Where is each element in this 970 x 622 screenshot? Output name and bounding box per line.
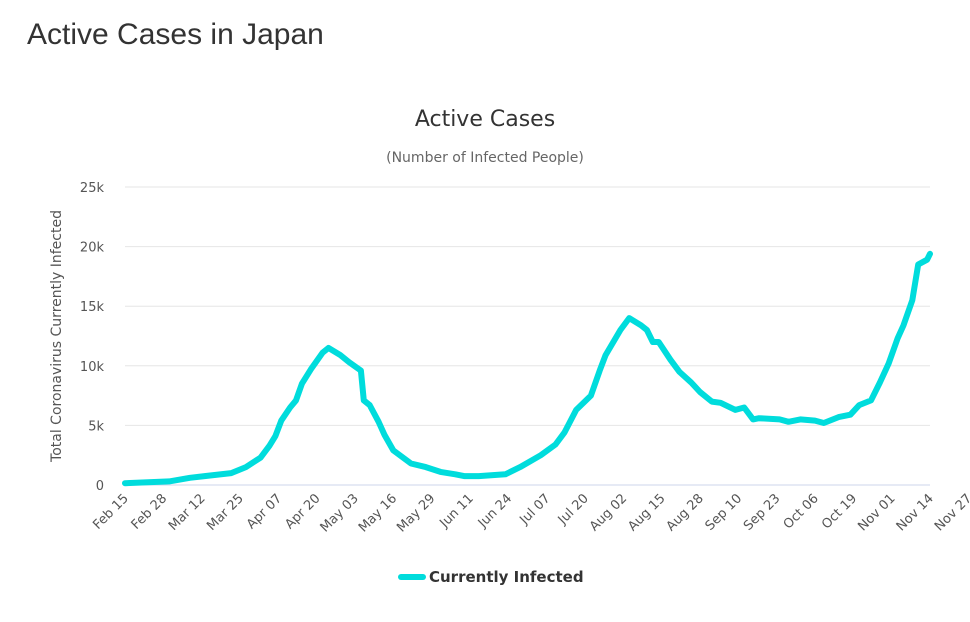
x-tick-label: Aug 15 <box>625 491 668 534</box>
x-tick-label: Sep 23 <box>741 491 784 534</box>
x-tick-label: Apr 07 <box>244 491 285 532</box>
x-tick-label: May 29 <box>394 491 438 535</box>
page-title: Active Cases in Japan <box>27 18 324 51</box>
x-tick-label: Nov 14 <box>894 491 937 534</box>
y-tick-label: 10k <box>80 360 105 375</box>
chart-subtitle: (Number of Infected People) <box>386 150 584 166</box>
x-tick-label: May 16 <box>356 491 400 535</box>
x-tick-label: Nov 27 <box>932 491 970 534</box>
y-tick-label: 15k <box>80 300 105 315</box>
x-tick-label: Jun 11 <box>437 491 477 531</box>
x-tick-label: Oct 06 <box>781 491 822 532</box>
legend[interactable]: Currently Infected <box>398 568 584 586</box>
x-tick-label: Jul 20 <box>555 491 592 528</box>
x-tick-label: Oct 19 <box>819 491 860 532</box>
y-tick-label: 0 <box>96 479 104 494</box>
y-tick-label: 5k <box>88 419 104 434</box>
x-tick-label: Apr 20 <box>282 491 323 532</box>
x-tick-label: Mar 12 <box>166 491 209 534</box>
series-line-currently-infected[interactable] <box>122 250 933 487</box>
x-tick-label: Aug 02 <box>587 491 630 534</box>
y-axis-title: Total Coronavirus Currently Infected <box>49 210 65 463</box>
chart-title: Active Cases <box>415 107 555 132</box>
x-tick-label: Jun 24 <box>475 491 515 531</box>
x-tick-label: Mar 25 <box>204 491 247 534</box>
y-tick-label: 20k <box>80 241 105 256</box>
x-tick-label: Nov 01 <box>855 491 898 534</box>
x-tick-label: Feb 28 <box>129 491 171 533</box>
x-tick-label: Sep 10 <box>703 491 746 534</box>
y-tick-label: 25k <box>80 181 105 196</box>
x-tick-label: May 03 <box>318 491 362 535</box>
x-tick-label: Jul 07 <box>516 491 553 528</box>
legend-label[interactable]: Currently Infected <box>429 568 584 586</box>
x-tick-label: Feb 15 <box>90 491 132 533</box>
x-tick-label: Aug 28 <box>664 491 707 534</box>
